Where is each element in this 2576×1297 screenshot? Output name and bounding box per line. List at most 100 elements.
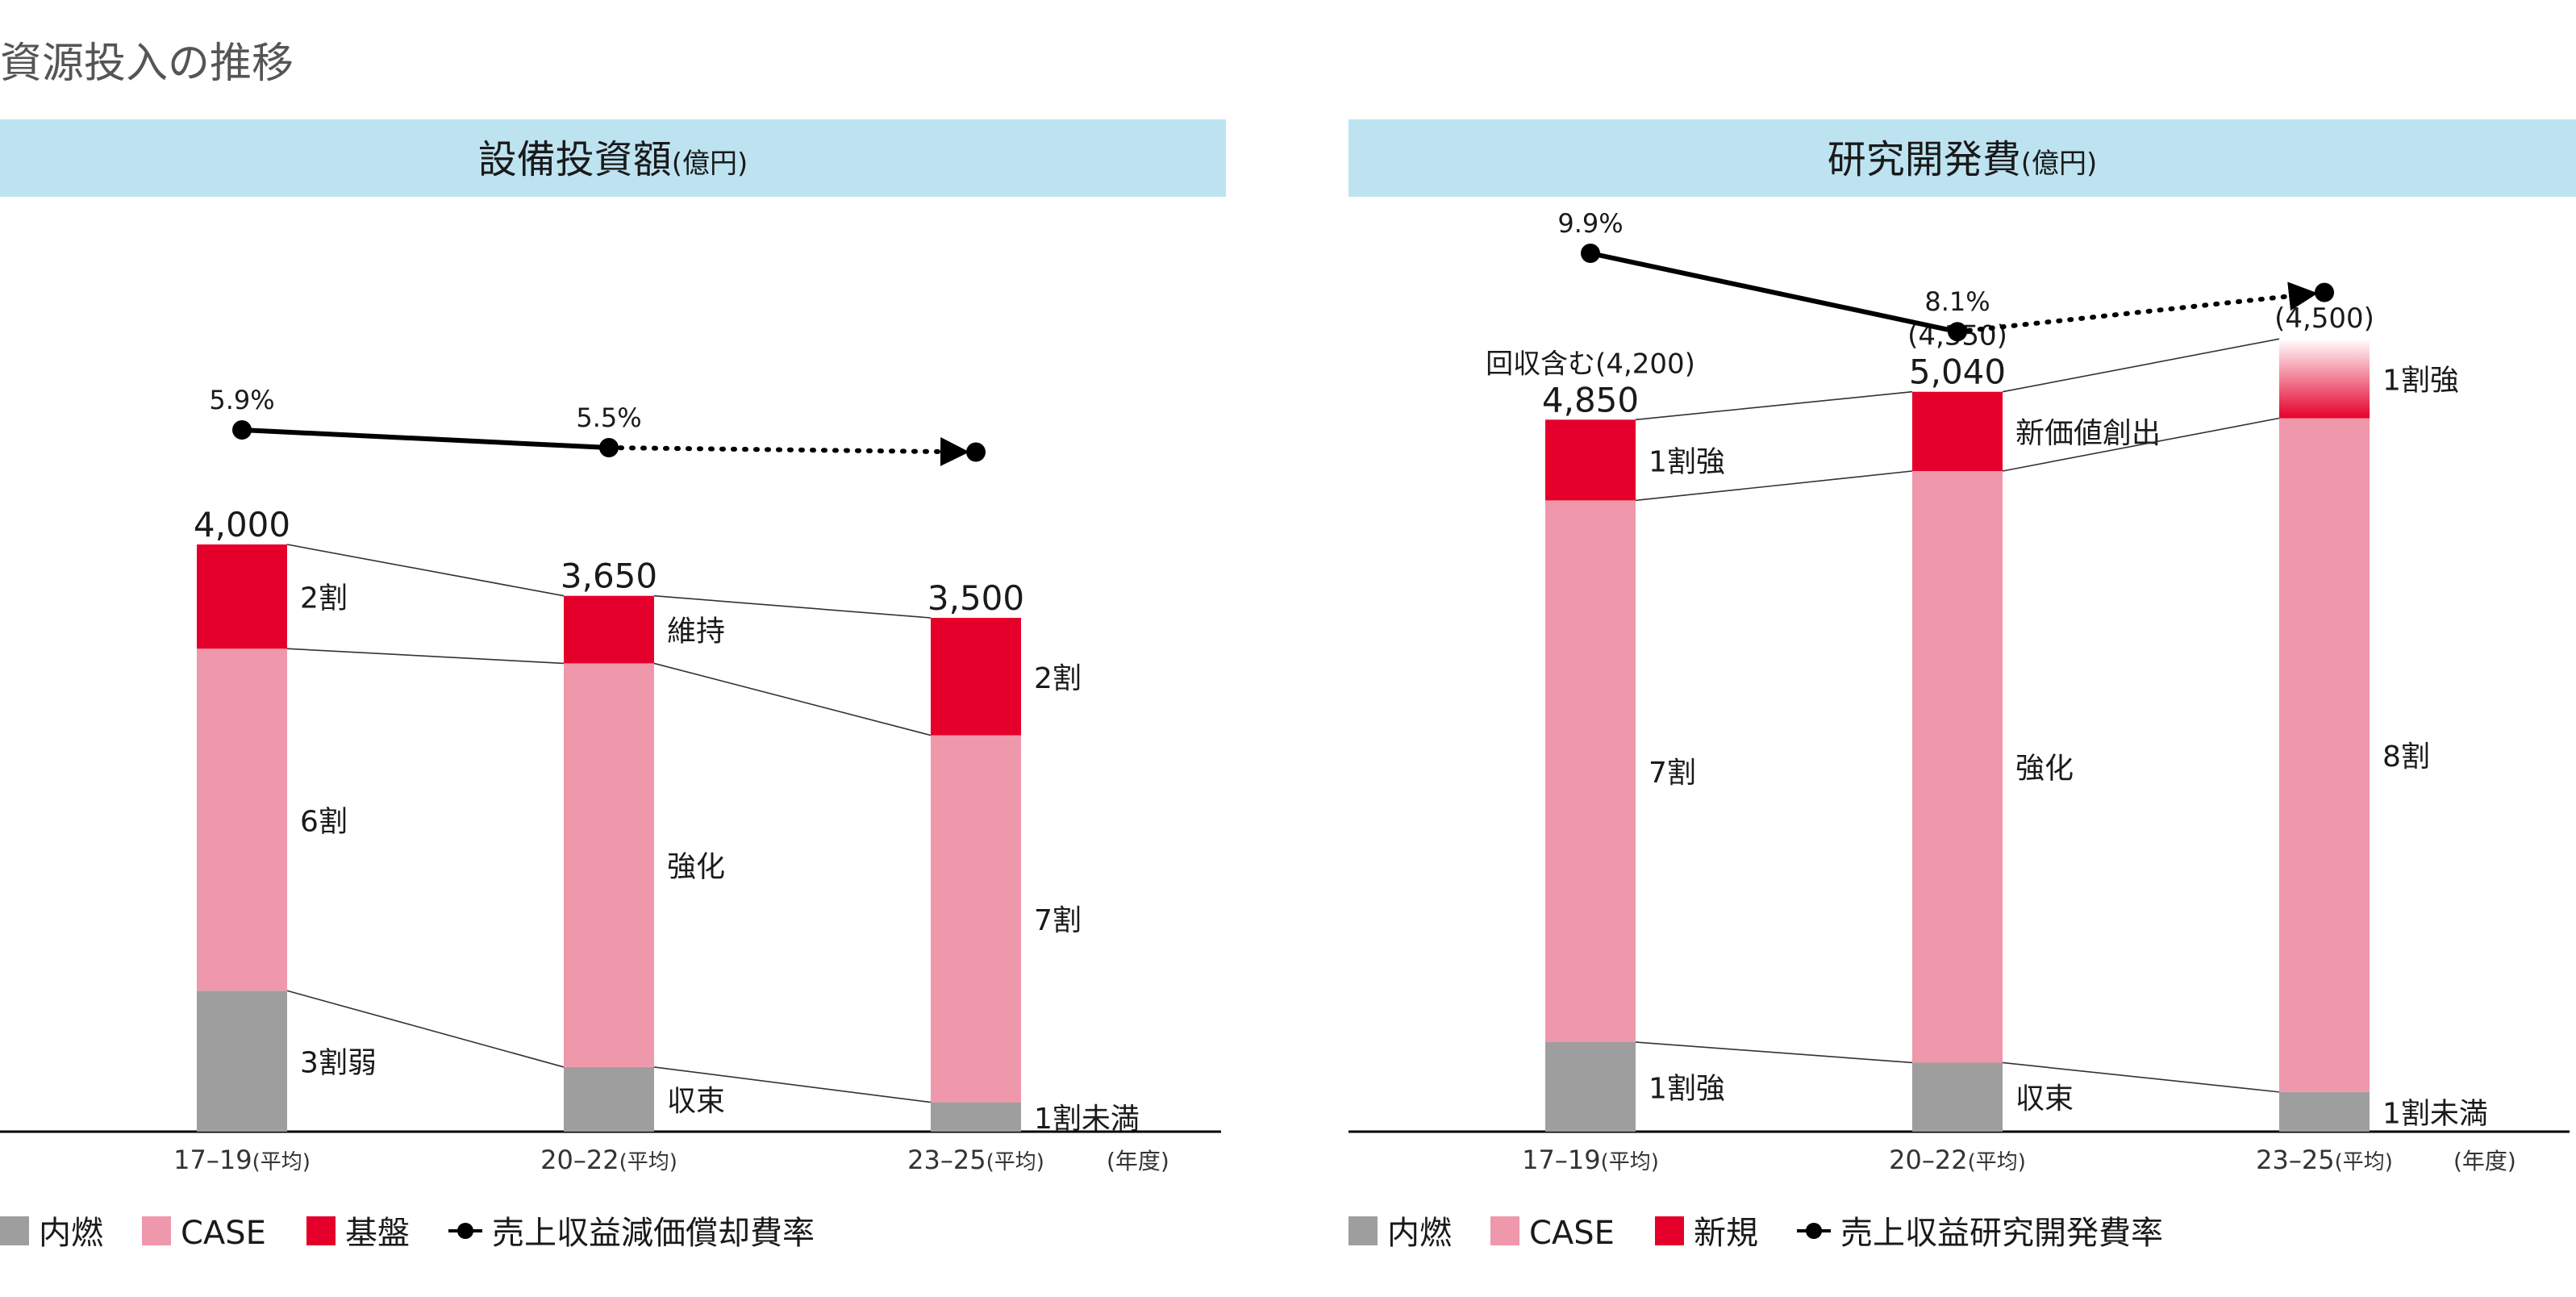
ratio-point — [966, 442, 986, 462]
connector-line — [1635, 470, 1913, 502]
segment-label: 維持 — [667, 615, 725, 648]
capex-header-band — [0, 119, 1226, 197]
x-tick-label: 23–25(平均) — [2256, 1145, 2393, 1175]
x-tick-label: 17–19(平均) — [173, 1145, 311, 1175]
segment-label: 7割 — [1034, 904, 1082, 937]
total-label: 5,040 — [1909, 352, 2006, 392]
legend-swatch — [0, 1216, 29, 1245]
connector-line — [1635, 1041, 1913, 1064]
bar-segment-CASE-2 — [2279, 418, 2370, 1092]
connector-line — [286, 648, 565, 665]
legend-swatch — [1348, 1216, 1378, 1245]
connector-line — [653, 594, 932, 619]
bar-segment-CASE-0 — [1545, 500, 1636, 1042]
rnd-title: 研究開発費 — [1828, 137, 2021, 182]
ratio-label: 5.9% — [209, 385, 274, 415]
bar-segment-内燃-1 — [1912, 1062, 2003, 1132]
ratio-point — [1948, 322, 1967, 342]
subtotal-label: 回収含む(4,200) — [1486, 348, 1695, 380]
legend-swatch — [142, 1216, 171, 1245]
legend-label: 売上収益減価償却費率 — [492, 1215, 815, 1252]
bar-segment-CASE-1 — [564, 663, 654, 1067]
rnd-header-band — [1348, 119, 2576, 197]
bar-segment-基盤-1 — [564, 595, 654, 664]
segment-label: 2割 — [1034, 662, 1082, 695]
subtotal-label: (4,500) — [2274, 302, 2374, 335]
bar-segment-基盤-2 — [931, 618, 1021, 736]
bar-segment-基盤-0 — [197, 544, 287, 649]
bar-segment-新規-0 — [1545, 419, 1636, 501]
legend-swatch — [306, 1216, 336, 1245]
connector-line — [1635, 390, 1913, 421]
legend-dot-marker — [1806, 1223, 1822, 1239]
ratio-point — [599, 438, 619, 457]
connector-line — [653, 1066, 932, 1103]
connector-line — [653, 662, 932, 736]
ratio-label: 9.9% — [1557, 208, 1623, 239]
segment-label: 7割 — [1649, 757, 1696, 790]
legend-label: 基盤 — [345, 1215, 410, 1252]
connector-line — [2002, 338, 2280, 393]
legend-label: 新規 — [1694, 1215, 1758, 1252]
connector-line — [286, 544, 565, 597]
bar-segment-内燃-2 — [931, 1102, 1021, 1132]
ratio-point — [1581, 244, 1600, 263]
segment-label: 収束 — [2015, 1082, 2074, 1116]
segment-label: 1割強 — [2382, 364, 2459, 397]
capex-panel: 設備投資額(億円) 3割弱 6割 2割 4,000 17–19(平均) 収束 強化 維持 3,6… — [0, 119, 1226, 1252]
segment-label: 新価値創出 — [2015, 417, 2161, 450]
bar-segment-CASE-2 — [931, 735, 1021, 1103]
bar-segment-内燃-1 — [564, 1066, 654, 1132]
capex-chart: 3割弱 6割 2割 4,000 17–19(平均) 収束 強化 維持 3,650 20–22(平均… — [0, 385, 1221, 1175]
capex-unit: (億円) — [672, 148, 748, 180]
ratio-point — [232, 420, 252, 440]
legend-label: CASE — [181, 1215, 266, 1252]
legend-dot-marker — [457, 1223, 473, 1239]
capex-legend: 内燃 CASE 基盤 売上収益減価償却費率 — [0, 1215, 815, 1252]
legend-label: 内燃 — [39, 1215, 103, 1252]
x-tick-label: 20–22(平均) — [1889, 1145, 2026, 1175]
segment-label: 強化 — [2015, 753, 2074, 786]
capex-title: 設備投資額 — [478, 137, 672, 182]
x-axis-unit-label: (年度) — [2453, 1148, 2516, 1174]
segment-label: 1割強 — [1649, 1072, 1725, 1105]
ratio-label: 5.5% — [576, 402, 641, 433]
segment-label: 2割 — [300, 582, 348, 615]
rnd-header-text: 研究開発費(億円) — [1828, 137, 2098, 182]
connector-line — [2002, 417, 2280, 472]
segment-label: 収束 — [667, 1085, 725, 1118]
bar-segment-内燃-0 — [1545, 1041, 1636, 1132]
capex-header-text: 設備投資額(億円) — [478, 137, 748, 182]
bar-segment-新規-1 — [1912, 391, 2003, 471]
segment-label: 1割未満 — [2382, 1097, 2488, 1130]
ratio-point — [2315, 282, 2334, 302]
connector-line — [2002, 1061, 2280, 1093]
connector-line — [286, 990, 565, 1068]
legend-swatch — [1655, 1216, 1684, 1245]
rnd-legend: 内燃 CASE 新規 売上収益研究開発費率 — [1348, 1215, 2163, 1252]
segment-label: 6割 — [300, 805, 348, 838]
ratio-line-solid — [241, 427, 610, 450]
page-title: 資源投入の推移 — [0, 40, 294, 88]
ratio-line-projection — [1955, 282, 2318, 335]
total-label: 4,000 — [194, 505, 290, 544]
legend-label: 内燃 — [1387, 1215, 1452, 1252]
segment-label: 強化 — [667, 851, 725, 884]
bar-segment-内燃-0 — [197, 990, 287, 1132]
rnd-unit: (億円) — [2021, 148, 2098, 180]
total-label: 4,850 — [1542, 380, 1639, 419]
segment-label: 3割弱 — [300, 1047, 377, 1080]
total-label: 3,500 — [927, 578, 1024, 618]
bar-segment-CASE-1 — [1912, 471, 2003, 1063]
x-tick-label: 20–22(平均) — [540, 1145, 677, 1175]
segment-label: 1割強 — [1649, 445, 1725, 478]
x-tick-label: 23–25(平均) — [907, 1145, 1044, 1175]
segment-label: 1割未満 — [1034, 1103, 1140, 1136]
total-label: 3,650 — [561, 557, 657, 596]
ratio-line-projection — [606, 436, 969, 466]
legend-label: 売上収益研究開発費率 — [1840, 1215, 2163, 1252]
bar-segment-新規-2 — [2279, 339, 2370, 419]
